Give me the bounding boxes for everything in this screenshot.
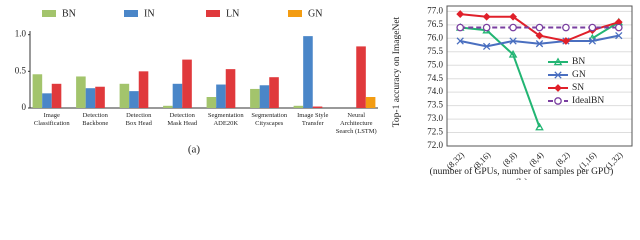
legend-label: GN: [308, 8, 322, 19]
legend-marker: [554, 71, 562, 79]
legend-label: BN: [62, 8, 76, 19]
bar: [182, 59, 192, 108]
point: [615, 31, 623, 40]
y-tick-label: 73.0: [427, 113, 443, 123]
caption: (b): [515, 177, 528, 180]
plot-frame: [446, 5, 633, 147]
point: [535, 23, 544, 32]
point: [508, 49, 518, 58]
legend-marker: [554, 97, 562, 105]
bar: [365, 97, 376, 108]
bar: [303, 36, 313, 109]
point: [509, 37, 517, 45]
point: [562, 23, 570, 32]
y-tick-label: 1.0: [15, 29, 27, 39]
point: [535, 40, 544, 48]
chart: 0 0.5 1.0 BN IN LN GN (a) 72.0 72.5 73.0 73.5 74.0 74…: [15, 5, 633, 180]
bar: [356, 46, 366, 108]
y-tick-label: 74.0: [427, 86, 443, 96]
figure: 0 0.5 1.0 BN IN LN GN (a) 72.0 72.5 73.0 73.5 74.0 74…: [15, 5, 633, 180]
bar: [32, 74, 43, 108]
bar: [225, 69, 236, 108]
bar: [216, 84, 226, 108]
legend-label: IdealBN: [572, 96, 604, 106]
point: [614, 23, 623, 32]
y-tick-label: 75.0: [427, 59, 443, 69]
x-tick-label: (8,8): [500, 150, 519, 169]
point: [456, 37, 464, 45]
bar: [129, 91, 139, 108]
y-tick-label: 0: [22, 102, 27, 112]
x-tick-label: Segmentation ADE20K: [207, 112, 244, 127]
y-tick-label: 72.0: [427, 140, 443, 150]
y-tick-label: 0.5: [15, 65, 27, 75]
bar: [119, 83, 130, 108]
bar: [250, 88, 260, 108]
x-tick-label: Image Style Transfer: [297, 112, 329, 127]
bar: [206, 97, 217, 108]
x-axis-label: (number of GPUs, number of samples per G…: [430, 166, 614, 177]
x-tick-label: (8,2): [553, 150, 572, 169]
bar: [138, 71, 149, 108]
x-tick-label: Image Classification: [33, 112, 70, 127]
bar: [51, 83, 62, 108]
y-tick-label: 76.0: [427, 32, 443, 42]
point: [482, 12, 491, 21]
y-tick-label: 76.5: [427, 19, 443, 29]
bar: [172, 83, 183, 108]
y-tick-label: 73.5: [427, 100, 443, 110]
caption: (a): [188, 144, 201, 156]
legend-swatch: [124, 10, 138, 17]
bar: [269, 77, 279, 108]
bar: [95, 86, 105, 108]
x-tick-label: Detection Backbone: [82, 112, 109, 127]
bar: [42, 93, 52, 108]
y-tick-label: 74.5: [427, 73, 443, 83]
point: [588, 37, 597, 45]
legend-marker: [553, 57, 563, 66]
bar: [163, 105, 173, 108]
bar: [76, 76, 86, 108]
x-tick-label: Detection Mask Head: [167, 112, 198, 127]
legend-label: GN: [572, 70, 586, 80]
y-tick-label: 72.5: [427, 127, 443, 137]
point: [535, 122, 544, 131]
point: [562, 37, 570, 45]
bar: [85, 88, 96, 108]
point: [509, 12, 517, 21]
x-tick-label: Neural Architecture Search (LSTM): [335, 112, 377, 135]
legend-label: BN: [572, 57, 585, 67]
point: [482, 23, 491, 32]
y-tick-label: 77.0: [427, 5, 443, 15]
x-tick-label: (8,4): [527, 150, 546, 169]
point: [456, 10, 465, 18]
legend-label: SN: [572, 83, 584, 93]
bar: [312, 106, 323, 108]
series-line: [460, 21, 620, 128]
x-tick-label: Segmentation Cityscapes: [251, 112, 288, 127]
legend-label: LN: [226, 8, 239, 19]
point: [482, 42, 491, 51]
point: [456, 23, 465, 32]
point: [588, 23, 597, 32]
legend-label: IN: [144, 8, 155, 19]
y-axis-label: Top-1 accuracy on ImageNet: [392, 16, 402, 127]
legend-marker: [554, 84, 562, 92]
point: [509, 23, 517, 32]
legend-swatch: [288, 10, 302, 17]
bar: [259, 85, 270, 108]
legend-swatch: [206, 10, 220, 17]
point: [535, 31, 544, 40]
bar: [293, 105, 304, 108]
legend-swatch: [42, 10, 56, 17]
y-tick-label: 75.5: [427, 46, 443, 56]
x-tick-label: Detection Box Head: [125, 112, 152, 127]
